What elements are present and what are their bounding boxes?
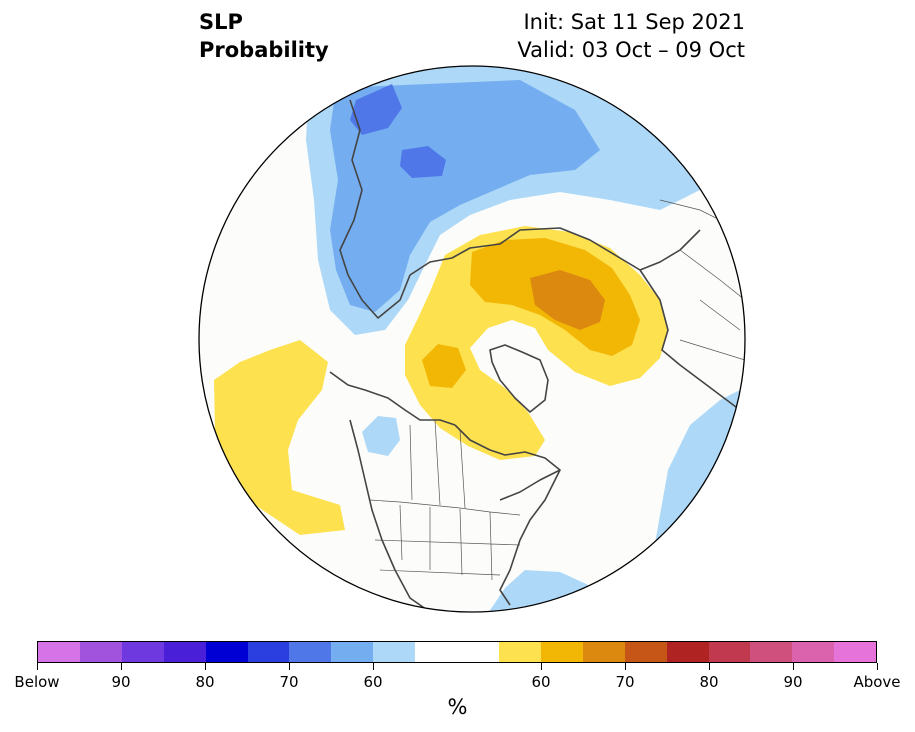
border-canada-provinces [409,419,466,509]
colorbar-tick [120,663,122,670]
title-line-1: SLP [199,10,243,34]
border-usa-states [374,504,521,581]
coastline-siberia [409,227,701,276]
colorbar-label: 90 [111,673,131,691]
yellow-60-region-pacific [214,340,345,535]
coastlines [329,99,741,612]
probability-colorbar [37,641,877,663]
colorbar-tick [36,663,38,670]
map-disc [199,66,745,612]
colorbar-cell [331,642,374,662]
title-line-2: Probability [199,38,329,62]
map-boundary [198,65,746,613]
colorbar-cell [205,642,248,662]
blue-60-region-alaska [362,416,400,456]
colorbar-tick [624,663,626,670]
colorbar-tick [540,663,542,670]
colorbar-cell [750,642,793,662]
colorbar-unit: % [447,695,468,719]
colorbar-label: 80 [195,673,215,691]
polar-map [198,65,746,613]
colorbar-label: 70 [615,673,635,691]
border-eurasia [659,199,745,361]
colorbar-tick [708,663,710,670]
colorbar-tick [288,663,290,670]
valid-date: Valid: 03 Oct – 09 Oct [517,38,745,62]
colorbar-cell [666,642,709,662]
colorbar-cell [415,642,458,662]
colorbar-cell [373,642,416,662]
colorbar-cell [708,642,751,662]
coastline-alaska [329,371,456,426]
blue-80-region-siberia [400,146,446,178]
colorbar-tick [372,663,374,670]
colorbar-cell [289,642,332,662]
colorbar-cell [163,642,206,662]
colorbar-tick [204,663,206,670]
colorbar-label: 90 [783,673,803,691]
colorbar-cell [38,642,80,662]
colorbar-label: 60 [531,673,551,691]
blue-80-region-eurasia-north [350,84,402,135]
coastline-scandinavia [339,99,411,319]
colorbar-labels: Below 90 80 70 60 60 70 80 90 Above [0,673,915,693]
colorbar-label: Above [853,673,901,691]
colorbar-label: 60 [363,673,383,691]
colorbar-cell [792,642,835,662]
coastline-greenland [489,344,549,413]
forecast-dates: Init: Sat 11 Sep 2021 Valid: 03 Oct – 09… [517,8,745,64]
colorbar-cell [121,642,164,662]
colorbar-cell [582,642,625,662]
init-date: Init: Sat 11 Sep 2021 [523,10,745,34]
neutral-region-greenland [488,332,560,405]
coastline-west-usa [349,419,431,612]
colorbar-label: 70 [279,673,299,691]
colorbar-ticks [36,663,878,673]
border-canada-usa [369,499,521,516]
colorbar-label: Below [14,673,60,691]
colorbar-cell [79,642,122,662]
orange-70-region-canada [422,344,466,388]
coastline-hudson-bay [454,424,561,501]
orange-80-region-eurasia [530,270,605,330]
colorbar-cell [540,642,583,662]
colorbar-tick [792,663,794,670]
colorbar-cell [457,642,499,662]
colorbar-tick [876,663,878,670]
blue-70-region-eurasia [330,80,600,312]
colorbar-cell [834,642,877,662]
colorbar-cell [247,642,290,662]
coastline-europe [639,269,741,411]
colorbar-label: 80 [699,673,719,691]
political-borders [369,199,745,581]
colorbar-cell [498,642,541,662]
map-title: SLP Probability [199,8,329,64]
coastline-east-usa [499,469,561,606]
colorbar-cell [624,642,667,662]
